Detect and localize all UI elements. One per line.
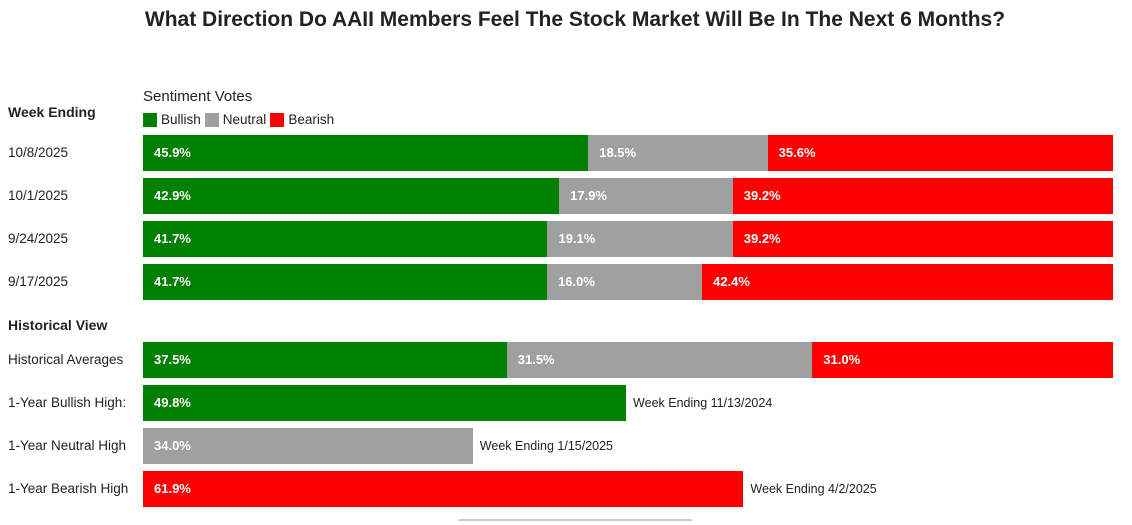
bullish-bar-segment[interactable]: 37.5% bbox=[143, 342, 507, 378]
bullish-bar-segment[interactable]: 41.7% bbox=[143, 264, 548, 300]
week-bar-row: 42.9% 17.9% 39.2% bbox=[143, 178, 1113, 214]
legend: Bullish Neutral Bearish bbox=[143, 112, 338, 127]
neutral-high-label: 1-Year Neutral High bbox=[8, 438, 127, 453]
neutral-bar-segment[interactable]: 16.0% bbox=[547, 264, 703, 300]
week-ending-section-label: Week Ending bbox=[8, 104, 96, 120]
bullish-high-label: 1-Year Bullish High: bbox=[8, 395, 127, 410]
neutral-high-bar[interactable]: 34.0% bbox=[143, 428, 473, 464]
bearish-bar-segment[interactable]: 31.0% bbox=[812, 342, 1113, 378]
bullish-high-bar[interactable]: 49.8% bbox=[143, 385, 627, 421]
historical-view-section-label: Historical View bbox=[8, 317, 108, 333]
legend-item-bearish[interactable]: Bearish bbox=[270, 112, 334, 127]
week-label: 10/8/2025 bbox=[8, 145, 69, 160]
bearish-high-label: 1-Year Bearish High bbox=[8, 481, 129, 496]
bullish-bar-segment[interactable]: 45.9% bbox=[143, 135, 589, 171]
week-bar-row: 41.7% 19.1% 39.2% bbox=[143, 221, 1113, 257]
bullish-high-week-note: Week Ending 11/13/2024 bbox=[633, 396, 773, 410]
week-bar-row: 41.7% 16.0% 42.4% bbox=[143, 264, 1113, 300]
legend-item-bullish[interactable]: Bullish bbox=[143, 112, 201, 127]
scrollbar-indicator[interactable] bbox=[458, 519, 692, 525]
neutral-bar-segment[interactable]: 19.1% bbox=[547, 221, 733, 257]
week-label: 10/1/2025 bbox=[8, 188, 69, 203]
legend-label-bearish: Bearish bbox=[288, 112, 335, 127]
bearish-high-bar[interactable]: 61.9% bbox=[143, 471, 744, 507]
neutral-high-bar-row: 34.0% bbox=[143, 428, 473, 464]
historical-averages-label: Historical Averages bbox=[8, 352, 124, 367]
neutral-bar-segment[interactable]: 18.5% bbox=[588, 135, 768, 171]
bullish-swatch bbox=[143, 112, 157, 127]
bearish-bar-segment[interactable]: 35.6% bbox=[767, 135, 1113, 171]
historical-averages-bar-row: 37.5% 31.5% 31.0% bbox=[143, 342, 1113, 378]
week-label: 9/24/2025 bbox=[8, 231, 69, 246]
chart-title: What Direction Do AAII Members Feel The … bbox=[144, 8, 1006, 31]
bearish-swatch bbox=[270, 112, 285, 127]
legend-label-neutral: Neutral bbox=[222, 112, 267, 127]
bearish-bar-segment[interactable]: 39.2% bbox=[732, 178, 1113, 214]
bullish-bar-segment[interactable]: 42.9% bbox=[143, 178, 560, 214]
neutral-bar-segment[interactable]: 17.9% bbox=[559, 178, 733, 214]
bullish-bar-segment[interactable]: 41.7% bbox=[143, 221, 548, 257]
neutral-high-week-note: Week Ending 1/15/2025 bbox=[479, 439, 613, 453]
bearish-bar-segment[interactable]: 42.4% bbox=[702, 264, 1113, 300]
week-bar-row: 45.9% 18.5% 35.6% bbox=[143, 135, 1113, 171]
bearish-bar-segment[interactable]: 39.2% bbox=[732, 221, 1113, 257]
neutral-swatch bbox=[204, 112, 219, 127]
neutral-bar-segment[interactable]: 31.5% bbox=[506, 342, 813, 378]
bullish-high-bar-row: 49.8% bbox=[143, 385, 627, 421]
bearish-high-week-note: Week Ending 4/2/2025 bbox=[750, 482, 877, 496]
legend-title: Sentiment Votes bbox=[143, 88, 253, 105]
legend-item-neutral[interactable]: Neutral bbox=[204, 112, 267, 127]
legend-label-bullish: Bullish bbox=[161, 112, 201, 127]
week-label: 9/17/2025 bbox=[8, 274, 69, 289]
bearish-high-bar-row: 61.9% bbox=[143, 471, 744, 507]
